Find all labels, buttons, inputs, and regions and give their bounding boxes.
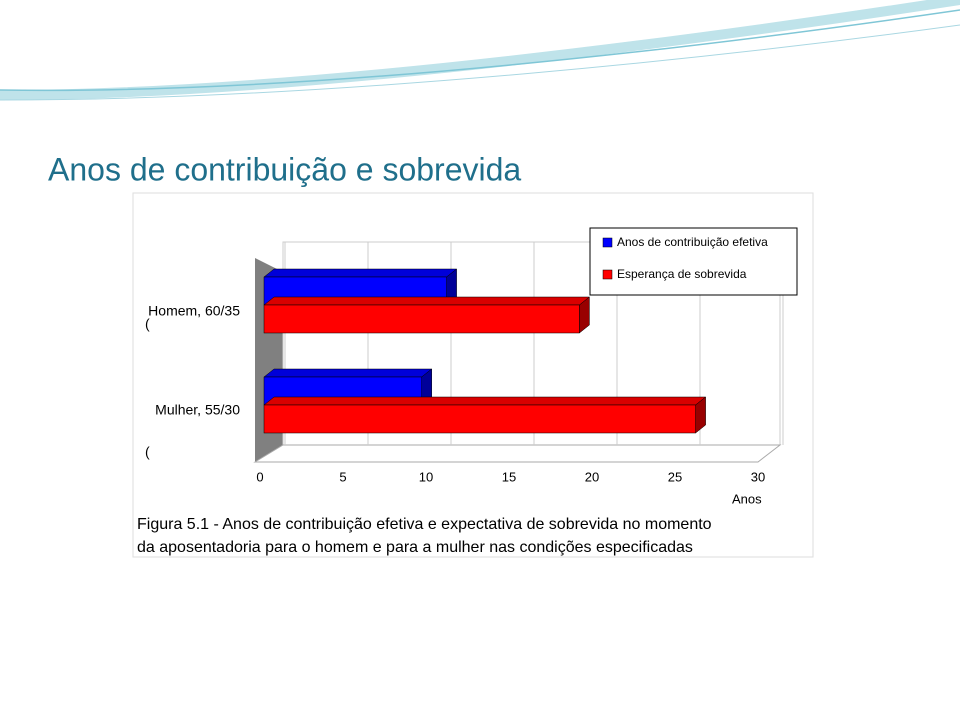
decoration [0,0,960,101]
swoosh [0,24,960,101]
caption-line: Figura 5.1 - Anos de contribuição efetiv… [137,516,712,533]
x-axis-label: Anos [732,491,762,506]
bar-front [263,404,696,434]
x-tick-label: 0 [256,469,263,484]
caption-line: da aposentadoria para o homem e para a m… [137,539,693,556]
bar-top [263,396,707,406]
bar [263,396,707,434]
category-label: Homem, 60/35 [148,303,240,319]
category-prefix: ( [145,316,150,332]
x-tick-label: 15 [502,469,516,484]
bar-top [263,268,458,278]
category-prefix: ( [145,444,150,460]
legend-swatch [602,269,613,280]
swoosh [0,9,960,92]
legend-label: Esperança de sobrevida [617,267,747,281]
x-tick-label: 25 [668,469,682,484]
category-label: Mulher, 55/30 [155,402,240,418]
x-tick-label: 5 [339,469,346,484]
swoosh [0,0,960,100]
bar-front [263,304,580,334]
x-tick-label: 30 [751,469,765,484]
bar-top [263,368,433,378]
x-tick-label: 10 [419,469,433,484]
bar-top [263,296,591,306]
legend-label: Anos de contribuição efetiva [617,235,768,249]
legend-swatch [602,237,613,248]
floor [253,444,782,463]
x-tick-label: 20 [585,469,599,484]
bar [263,296,591,334]
slide-title: Anos de contribuição e sobrevida [48,151,521,187]
legend-box [589,227,798,296]
